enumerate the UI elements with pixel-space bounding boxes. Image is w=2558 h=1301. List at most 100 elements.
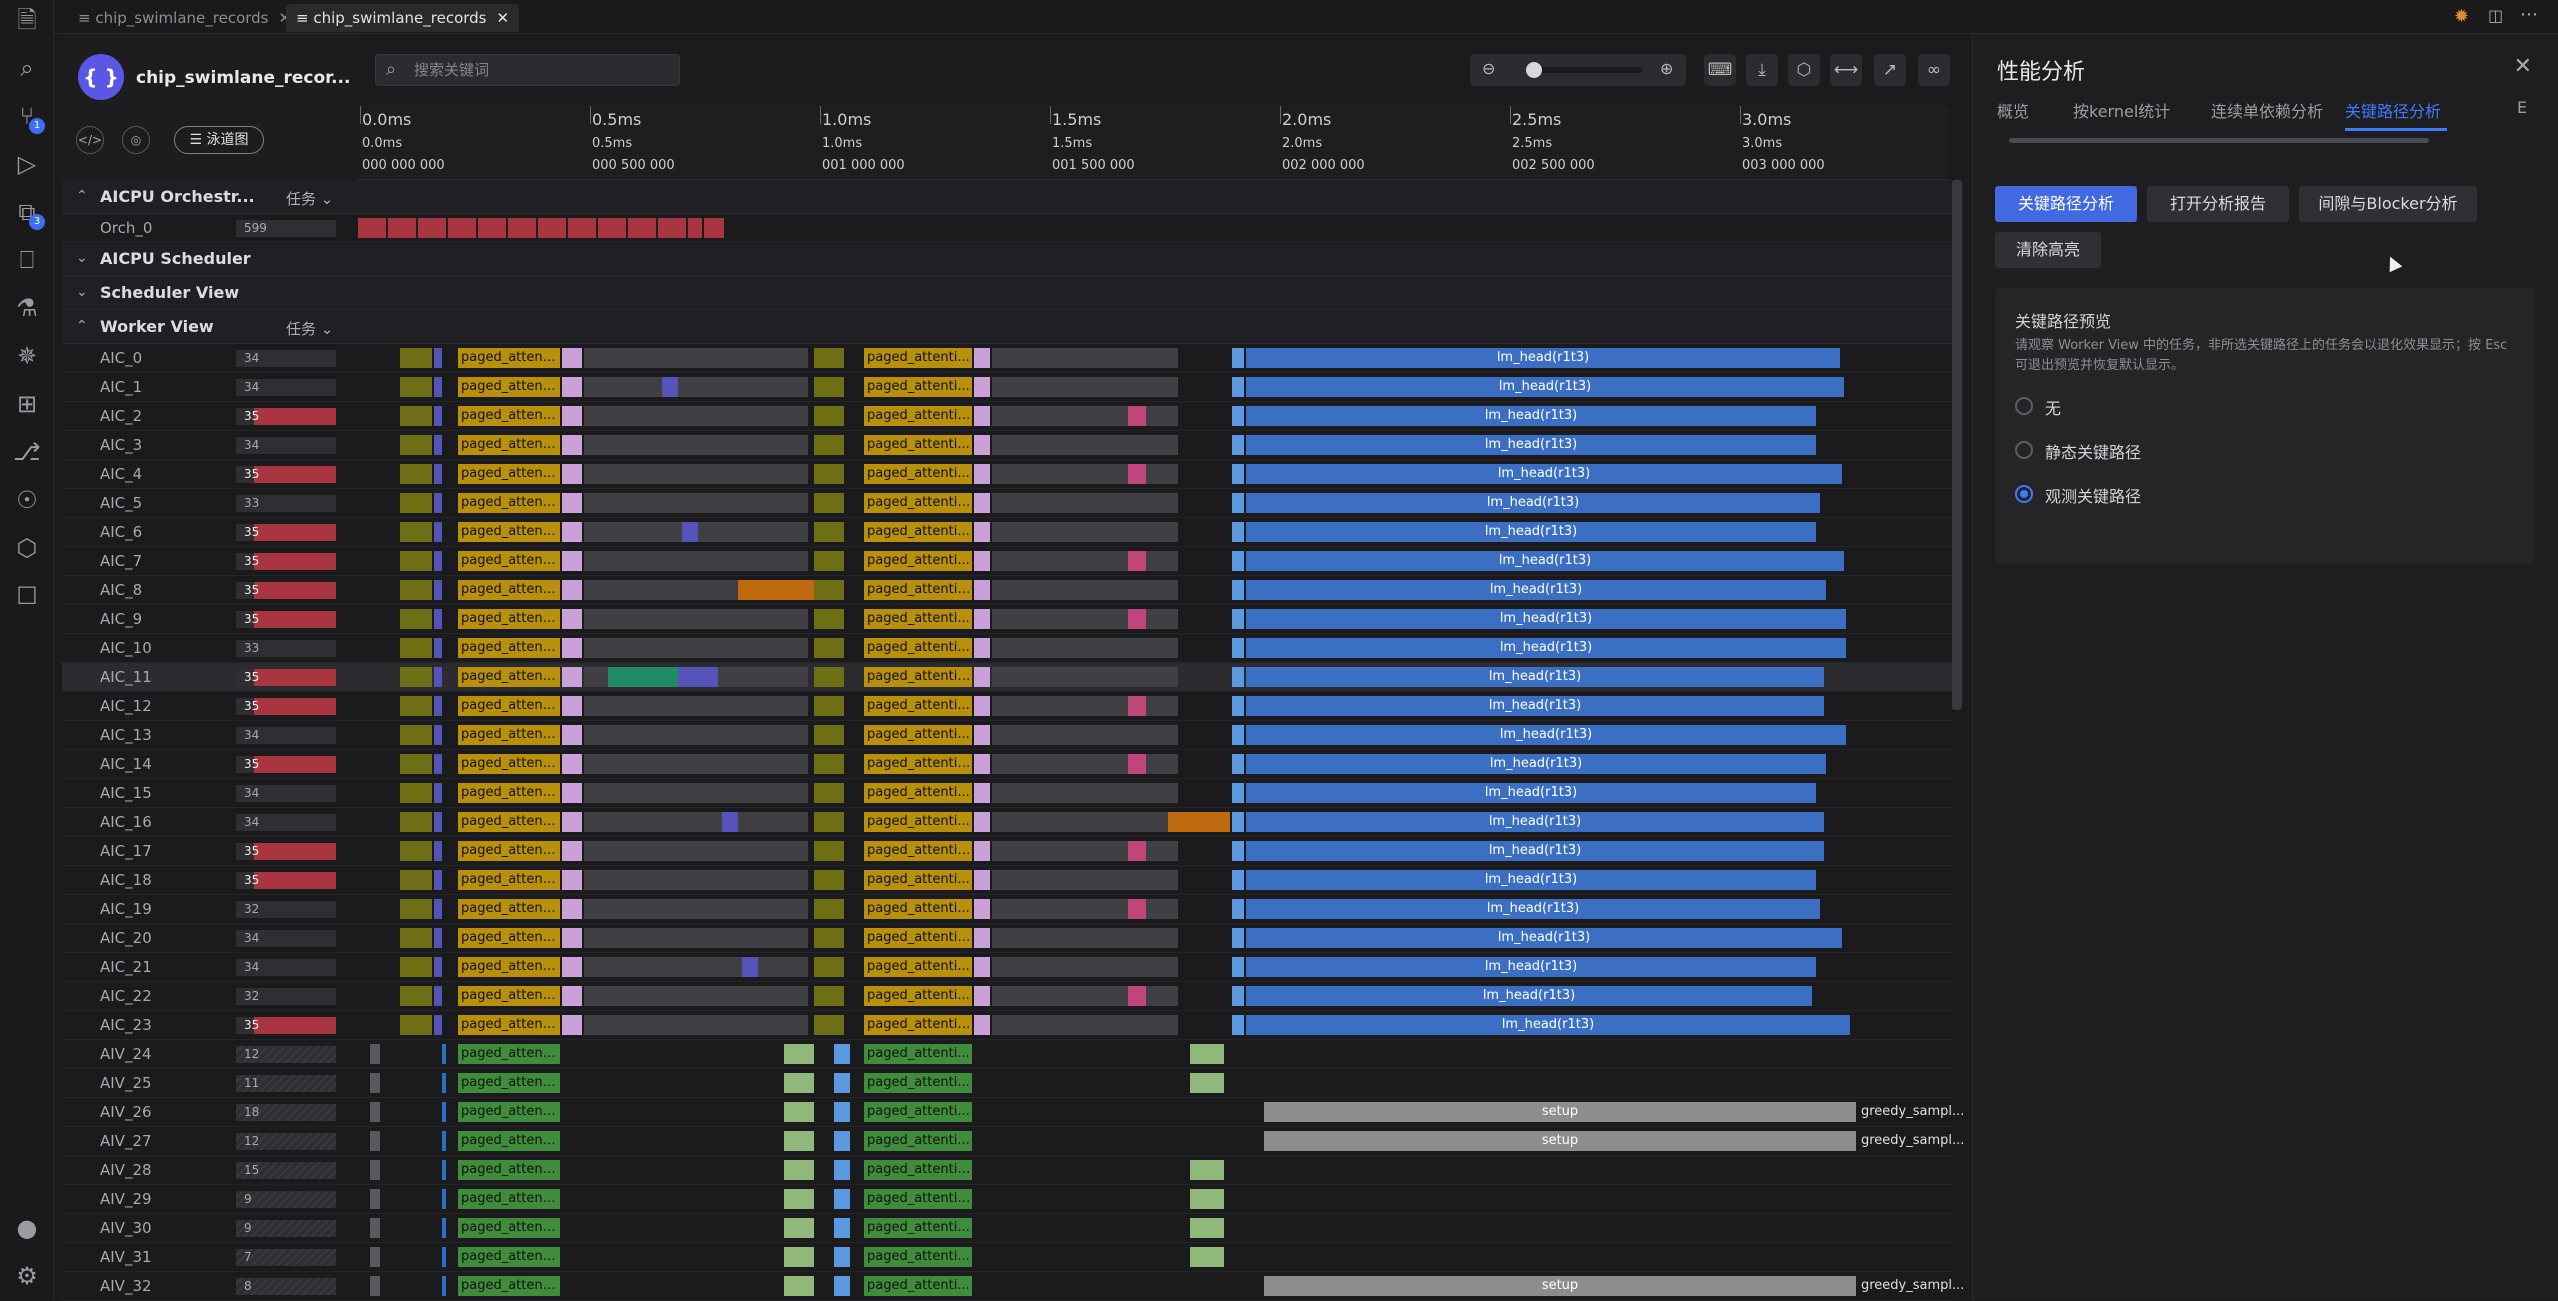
paged-attention-bar[interactable]: paged_attent... <box>458 638 560 658</box>
paged-attention-bar[interactable]: paged_attenti... <box>864 1102 972 1122</box>
table-row[interactable]: AIC_1435paged_attention...paged_attentio… <box>62 750 1952 779</box>
table-row[interactable]: AIV_31 7 paged_attent... paged_attenti... <box>62 1243 1952 1272</box>
idle-bar[interactable] <box>584 754 808 774</box>
task-bar[interactable] <box>442 1189 446 1209</box>
idle-bar[interactable] <box>584 551 808 571</box>
task-bar[interactable] <box>434 667 442 687</box>
table-row[interactable]: AIC_13 34 paged_attent... paged_attenti... l… <box>62 721 1952 750</box>
task-bar[interactable] <box>834 1131 850 1151</box>
idle-bar[interactable] <box>992 754 1178 774</box>
task-bar[interactable] <box>1190 1160 1224 1180</box>
idle-bar[interactable] <box>992 725 1178 745</box>
task-bar[interactable] <box>1128 464 1146 484</box>
task-bar[interactable] <box>1232 725 1244 745</box>
task-bar[interactable] <box>562 464 582 484</box>
table-row[interactable]: AIC_9 35 paged_attent... paged_attenti... lm… <box>62 605 1952 634</box>
idle-bar[interactable] <box>992 493 1178 513</box>
lm-head-bar[interactable]: lm_head(r1t3) <box>1246 696 1824 716</box>
task-bar[interactable] <box>1232 348 1244 368</box>
idle-bar[interactable] <box>992 435 1178 455</box>
idle-bar[interactable] <box>992 551 1178 571</box>
task-bar[interactable] <box>784 1276 814 1296</box>
idle-bar[interactable] <box>584 377 808 397</box>
idle-bar[interactable] <box>584 812 808 832</box>
table-row[interactable]: AIV_299paged_attention...paged_attention… <box>62 1185 1952 1214</box>
task-bar[interactable] <box>974 638 990 658</box>
lm-head-bar[interactable]: lm_head(r1t3) <box>1246 377 1844 397</box>
bookmark-icon[interactable]: ☐ <box>16 582 38 610</box>
idle-bar[interactable] <box>992 464 1178 484</box>
task-bar[interactable] <box>1232 783 1244 803</box>
idle-bar[interactable] <box>992 957 1178 977</box>
task-bar[interactable] <box>400 522 432 542</box>
task-bar[interactable] <box>814 725 844 745</box>
paged-attention-bar[interactable]: paged_attent... <box>458 522 560 542</box>
group-header-worker-view[interactable]: ⌃ Worker View 任务 ⌄ <box>62 310 1952 344</box>
tab-scrollbar[interactable] <box>2009 138 2429 143</box>
task-bar[interactable] <box>814 986 844 1006</box>
close-icon[interactable]: ✕ <box>2513 54 2532 79</box>
lm-head-bar[interactable]: lm_head(r1t3) <box>1246 870 1816 890</box>
idle-bar[interactable] <box>992 812 1178 832</box>
greedy-sample-bar[interactable]: greedy_sampl... <box>1861 1133 1965 1148</box>
task-bar[interactable] <box>400 841 432 861</box>
idle-bar[interactable] <box>584 957 808 977</box>
idle-bar[interactable] <box>992 841 1178 861</box>
task-bar[interactable] <box>834 1189 850 1209</box>
task-bar[interactable] <box>814 928 844 948</box>
paged-attention-bar[interactable]: paged_attention... <box>458 1015 560 1035</box>
paged-attention-bar[interactable]: paged_attenti... <box>864 783 972 803</box>
tab-kernel-stats[interactable]: 按kernel统计 <box>2073 102 2171 121</box>
idle-bar[interactable] <box>584 928 808 948</box>
editor-tab-2[interactable]: ≡ chip_swimlane_records ✕ <box>286 4 520 32</box>
task-bar[interactable] <box>814 551 844 571</box>
table-row[interactable]: AIC_533paged_attention...paged_attention… <box>62 489 1952 518</box>
task-bar[interactable] <box>974 986 990 1006</box>
task-bar[interactable] <box>434 406 442 426</box>
task-bar[interactable] <box>974 812 990 832</box>
task-bar[interactable] <box>834 1073 850 1093</box>
task-bar[interactable] <box>562 841 582 861</box>
task-bar[interactable] <box>814 1015 844 1035</box>
task-bar[interactable] <box>814 870 844 890</box>
table-row[interactable]: AIC_7 35 paged_attent... paged_attenti... lm… <box>62 547 1952 576</box>
idle-bar[interactable] <box>992 870 1178 890</box>
task-bar[interactable] <box>1128 609 1146 629</box>
task-bar[interactable] <box>662 377 678 397</box>
idle-bar[interactable] <box>584 783 808 803</box>
task-bar[interactable] <box>814 783 844 803</box>
paged-attention-bar[interactable]: paged_attenti... <box>864 957 972 977</box>
idle-bar[interactable] <box>992 348 1178 368</box>
task-bar[interactable] <box>400 986 432 1006</box>
paged-attention-bar[interactable]: paged_attenti... <box>864 1276 972 1296</box>
paged-attention-bar[interactable]: paged_attent... <box>458 551 560 571</box>
paged-attention-bar[interactable]: paged_attenti... <box>864 1247 972 1267</box>
paged-attention-bar[interactable]: paged_attent... <box>458 1044 560 1064</box>
task-bar[interactable] <box>974 870 990 890</box>
idle-bar[interactable] <box>584 870 808 890</box>
task-bar[interactable] <box>974 957 990 977</box>
task-bar[interactable] <box>784 1131 814 1151</box>
task-bar[interactable] <box>434 348 442 368</box>
task-bar[interactable] <box>434 696 442 716</box>
task-bar[interactable] <box>1190 1073 1224 1093</box>
task-bar[interactable] <box>1232 841 1244 861</box>
idle-bar[interactable] <box>584 464 808 484</box>
paged-attention-bar[interactable]: paged_attent... <box>458 1102 560 1122</box>
table-row[interactable]: AIC_22 32 paged_attent... paged_attenti... l… <box>62 982 1952 1011</box>
task-bar[interactable] <box>442 1102 446 1122</box>
task-bar[interactable] <box>562 638 582 658</box>
task-bar[interactable] <box>434 812 442 832</box>
task-bar[interactable] <box>1232 986 1244 1006</box>
task-bar[interactable] <box>400 406 432 426</box>
task-bar[interactable] <box>562 522 582 542</box>
task-bar[interactable] <box>974 435 990 455</box>
idle-bar[interactable] <box>584 899 808 919</box>
group-type-select[interactable]: 任务 ⌄ <box>286 320 334 338</box>
task-bar[interactable] <box>370 1131 380 1151</box>
idle-bar[interactable] <box>992 986 1178 1006</box>
paged-attention-bar[interactable]: paged_attent... <box>458 377 560 397</box>
task-bar[interactable] <box>1232 609 1244 629</box>
task-bar[interactable] <box>442 1160 446 1180</box>
task-bar[interactable] <box>1232 1015 1244 1035</box>
